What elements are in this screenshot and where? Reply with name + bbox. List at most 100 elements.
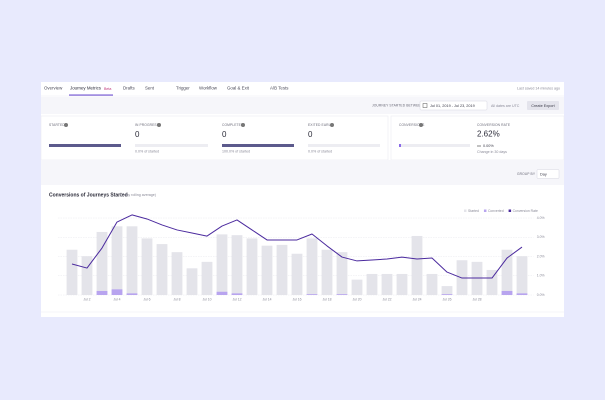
- bar: [306, 294, 318, 295]
- tab[interactable]: Overview: [44, 86, 63, 91]
- metric-note: 100.0% of started: [222, 149, 250, 153]
- bar: [66, 249, 78, 295]
- group-by-value: Day: [540, 172, 547, 176]
- bar: [411, 235, 423, 295]
- bar: [171, 252, 183, 295]
- metric-change: 0.00%: [483, 144, 494, 148]
- tab[interactable]: Journey Metrics: [70, 86, 102, 91]
- bar: [216, 291, 228, 295]
- legend-swatch: [508, 209, 512, 212]
- metric-bar: [222, 144, 294, 147]
- metric-bar: [135, 144, 208, 147]
- x-tick-label: Jul 26: [442, 297, 451, 301]
- info-icon: [241, 123, 245, 127]
- conversion-box: [390, 115, 565, 161]
- tab[interactable]: A/B Tests: [270, 86, 289, 91]
- bar: [336, 252, 348, 295]
- x-tick-label: Jul 4: [113, 297, 120, 301]
- bar: [321, 249, 333, 295]
- legend-label: Converted: [488, 209, 504, 213]
- bar: [231, 235, 243, 295]
- bar: [111, 289, 123, 295]
- spacer: [41, 160, 564, 185]
- metric-note: 0.0% of started: [135, 149, 159, 153]
- bar: [186, 268, 198, 295]
- bar: [336, 294, 348, 295]
- line: [71, 214, 523, 279]
- info-icon: [419, 123, 423, 127]
- metric-label: CONVERSION RATE: [477, 123, 511, 127]
- tab[interactable]: Sent: [145, 86, 155, 91]
- info-icon: [157, 123, 161, 127]
- date-filter-label: JOURNEY STARTED BETWEEN: [372, 103, 424, 107]
- bar: [216, 234, 228, 295]
- metric-label: COMPLETED: [222, 123, 244, 127]
- group-by-select[interactable]: [536, 169, 560, 179]
- y2-tick-label: 3.0%: [537, 235, 545, 239]
- x-tick-label: Jul 28: [472, 297, 481, 301]
- y2-tick-label: 4.0%: [537, 216, 545, 220]
- x-tick-label: Jul 6: [143, 297, 150, 301]
- tab[interactable]: Workflow: [199, 86, 218, 91]
- metric-value: 0: [222, 130, 227, 139]
- metrics-box: [40, 115, 389, 161]
- bar: [441, 286, 453, 295]
- bar: [501, 249, 513, 295]
- utc-note: All dates are UTC: [491, 104, 520, 108]
- bar: [426, 273, 438, 295]
- bar: [231, 293, 243, 295]
- x-tick-label: Jul 20: [352, 297, 361, 301]
- legend-swatch: [483, 209, 487, 212]
- bar: [201, 261, 213, 295]
- info-icon: [330, 123, 334, 127]
- bar: [81, 256, 93, 295]
- bar: [291, 253, 303, 295]
- export-button[interactable]: [527, 101, 559, 110]
- bar: [156, 244, 168, 295]
- beta-badge: Beta: [104, 87, 111, 91]
- date-range: Jul 01, 2019 - Jul 23, 2019: [430, 104, 475, 108]
- tab[interactable]: Goal & Exit: [227, 86, 250, 91]
- tab[interactable]: Drafts: [123, 86, 136, 91]
- x-tick-label: Jul 8: [173, 297, 180, 301]
- bar: [276, 244, 288, 295]
- legend-swatch: [464, 209, 467, 212]
- x-tick-label: Jul 16: [292, 297, 301, 301]
- y2-tick-label: 1.0%: [537, 274, 545, 278]
- legend-label: Conversion Rate: [513, 209, 538, 213]
- bar: [96, 290, 108, 295]
- metric-value: 2.62%: [477, 130, 500, 139]
- date-input[interactable]: [419, 100, 488, 111]
- bar: [396, 273, 408, 295]
- metric-note: Change in 30 days: [477, 150, 507, 154]
- bar: [381, 273, 393, 295]
- bar: [366, 273, 378, 295]
- active-tab-underline: [69, 94, 113, 96]
- x-tick-label: Jul 2: [83, 297, 90, 301]
- metric-value: 0: [308, 130, 313, 139]
- calendar-icon: [422, 103, 428, 108]
- bar: [126, 226, 138, 295]
- bar: [516, 293, 528, 295]
- bar: [111, 226, 123, 295]
- x-tick-label: Jul 12: [232, 297, 241, 301]
- metric-bar: [308, 144, 380, 147]
- bar: [486, 269, 498, 295]
- bar: [516, 256, 528, 295]
- last-saved: Last saved 14 minutes ago: [517, 86, 560, 90]
- info-icon: [64, 123, 68, 127]
- x-tick-label: Jul 22: [382, 297, 391, 301]
- chart-subtitle: (7-day rolling average): [120, 193, 156, 197]
- metric-note: 0.0% of started: [308, 149, 332, 153]
- metric-label: CONVERSIONS: [399, 123, 425, 127]
- metric-label: EXITED EARLY: [308, 123, 333, 127]
- metric-label: IN PROGRESS: [135, 123, 160, 127]
- bar: [261, 245, 273, 295]
- tab[interactable]: Trigger: [176, 86, 190, 91]
- bar: [246, 238, 258, 295]
- bar: [441, 294, 453, 295]
- bar: [141, 238, 153, 295]
- y2-tick-label: 0.0%: [537, 293, 545, 297]
- x-tick-label: Jul 14: [262, 297, 271, 301]
